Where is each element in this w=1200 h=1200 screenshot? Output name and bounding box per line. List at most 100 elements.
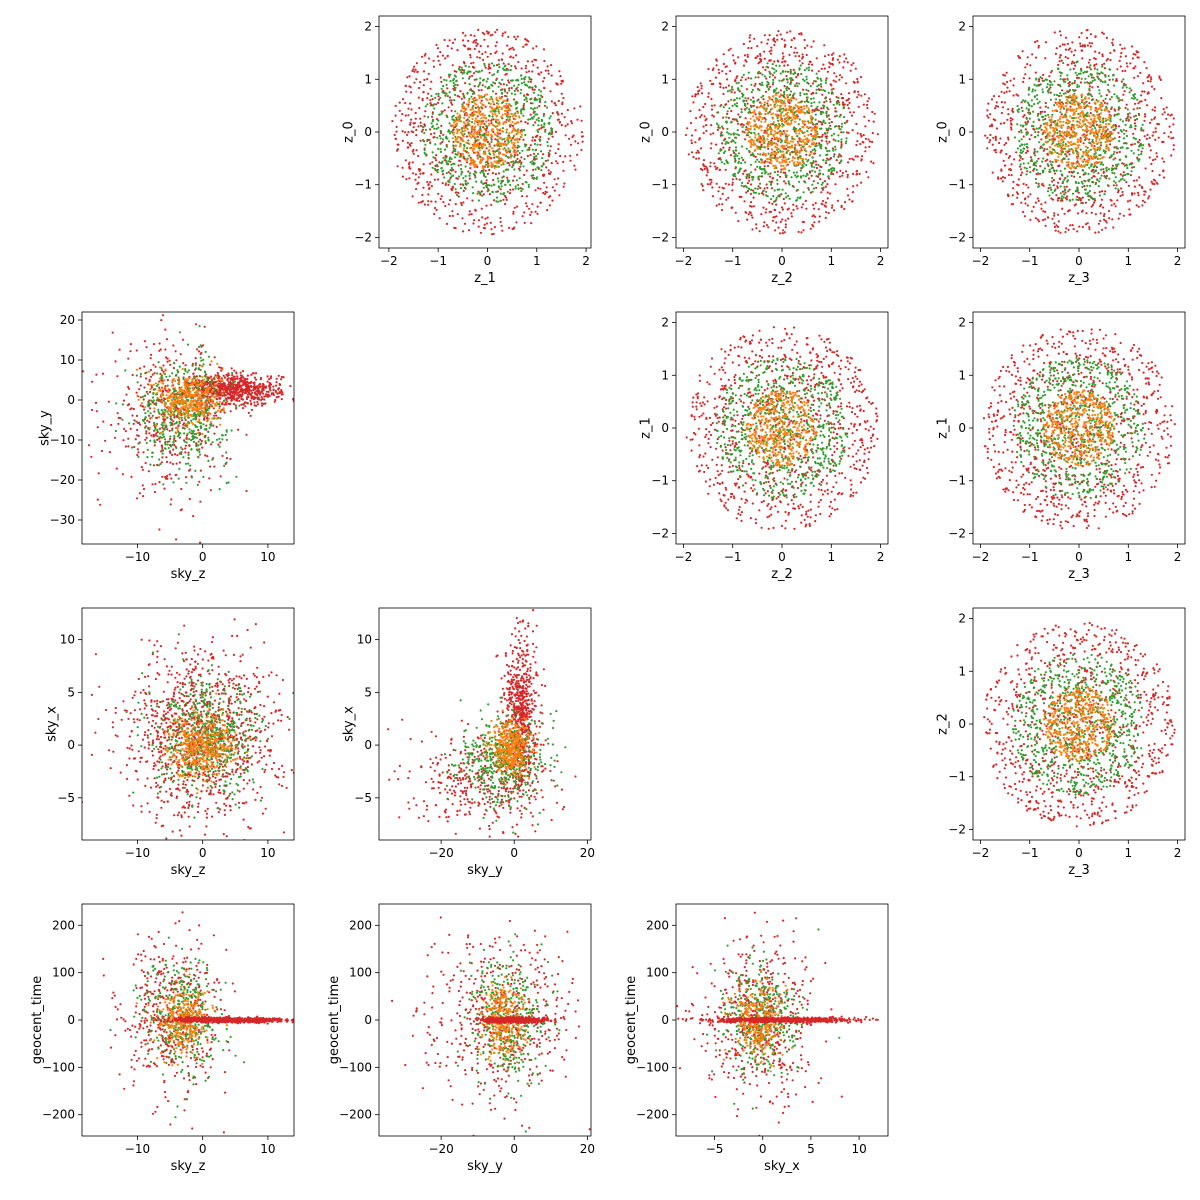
point-green [772, 90, 776, 94]
x-tick-label: 2 [582, 254, 590, 268]
point-orange [502, 161, 505, 164]
point-red [413, 70, 416, 73]
point-red [446, 87, 449, 90]
point-red [1104, 219, 1107, 222]
point-red [1152, 131, 1155, 134]
point-red [538, 100, 542, 103]
point-red [430, 185, 433, 188]
point-red [451, 41, 455, 45]
point-green [509, 183, 512, 187]
point-green [796, 85, 799, 88]
point-orange [497, 99, 500, 102]
point-red [553, 189, 556, 192]
point-orange [802, 111, 805, 114]
point-orange [498, 106, 501, 109]
point-red [986, 136, 989, 139]
point-green [721, 125, 724, 128]
point-red [436, 47, 440, 50]
point-red [842, 104, 845, 107]
point-orange [500, 106, 504, 110]
point-red [725, 65, 728, 68]
point-red [848, 101, 851, 104]
point-red [409, 102, 412, 105]
point-red [702, 105, 705, 109]
point-orange [483, 128, 486, 131]
point-red [1161, 113, 1164, 116]
point-green [464, 165, 467, 168]
point-red [1113, 49, 1116, 52]
point-red [823, 44, 826, 47]
point-green [757, 177, 760, 180]
point-red [838, 175, 842, 178]
point-orange [516, 111, 520, 115]
point-orange [764, 153, 767, 156]
point-red [792, 94, 795, 97]
point-red [1026, 56, 1029, 59]
point-red [704, 102, 707, 106]
point-orange [502, 142, 505, 145]
point-green [475, 70, 478, 73]
point-red [833, 153, 836, 156]
point-red [492, 178, 495, 182]
point-red [1048, 75, 1051, 78]
point-orange [477, 129, 481, 132]
point-red [1126, 200, 1130, 203]
point-green [842, 107, 845, 110]
point-red [432, 136, 435, 139]
point-green [506, 179, 509, 182]
point-green [472, 172, 475, 176]
point-orange [454, 123, 457, 126]
point-red [492, 118, 495, 121]
point-green [812, 97, 815, 100]
point-red [502, 62, 505, 65]
point-green [750, 131, 753, 134]
point-red [1070, 50, 1073, 53]
point-red [1133, 179, 1136, 182]
point-red [1116, 199, 1119, 202]
point-red [562, 160, 565, 163]
point-green [723, 151, 726, 155]
point-red [843, 53, 846, 56]
point-red [481, 31, 484, 34]
point-green [464, 64, 467, 68]
point-green [424, 105, 427, 108]
point-green [812, 160, 815, 163]
point-red [1056, 225, 1060, 228]
point-red [1024, 128, 1027, 131]
point-orange [481, 103, 484, 106]
point-red [559, 75, 562, 78]
point-green [550, 127, 554, 130]
point-red [784, 182, 787, 185]
point-red [1046, 152, 1049, 155]
point-red [427, 193, 430, 196]
point-orange [754, 149, 757, 152]
point-orange [486, 159, 489, 162]
point-orange [517, 115, 521, 118]
point-red [722, 116, 725, 119]
point-green [813, 101, 816, 104]
point-red [539, 201, 542, 204]
point-red [1126, 65, 1129, 68]
point-red [1110, 204, 1113, 207]
point-red [442, 201, 445, 204]
point-orange [517, 128, 520, 131]
point-orange [468, 124, 471, 127]
point-orange [811, 135, 814, 138]
point-red [868, 97, 871, 100]
point-orange [784, 97, 787, 100]
point-red [770, 49, 773, 52]
point-red [726, 112, 729, 115]
point-red [488, 168, 491, 172]
point-red [557, 99, 560, 103]
point-green [439, 142, 442, 145]
point-red [518, 138, 521, 141]
point-red [1134, 119, 1137, 122]
point-green [828, 149, 831, 152]
point-red [732, 59, 735, 62]
point-red [477, 225, 480, 228]
point-green [1027, 88, 1030, 91]
point-green [816, 77, 820, 80]
point-red [864, 146, 867, 149]
point-red [700, 92, 704, 95]
point-red [1113, 202, 1116, 205]
